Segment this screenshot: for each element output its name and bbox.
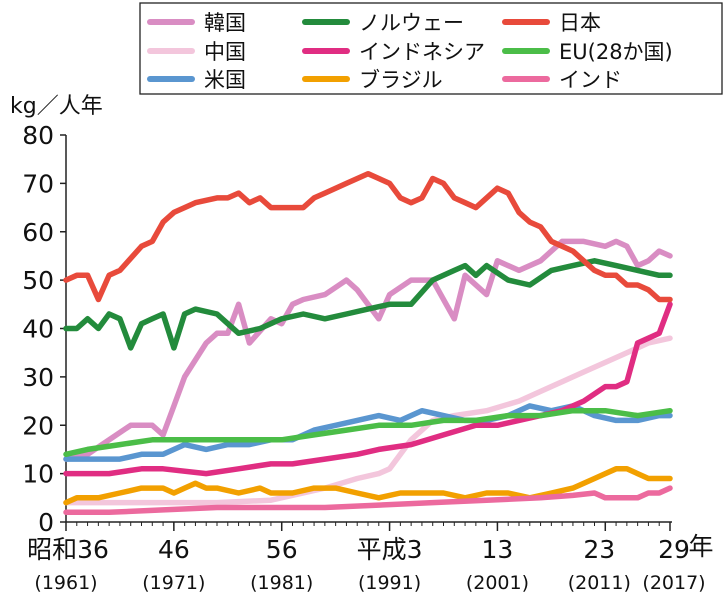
y-tick-label: 0 <box>38 508 54 537</box>
axes <box>65 135 672 523</box>
x-tick-label: 平成3 <box>357 535 423 564</box>
x-tick-year-label: (1981) <box>250 572 313 594</box>
x-tick-year-label: (2011) <box>568 572 631 594</box>
x-tick-year-label: (1971) <box>142 572 205 594</box>
legend-label: インド <box>559 68 622 92</box>
x-axis-unit-label: 年 <box>688 532 713 561</box>
legend-label: 米国 <box>204 68 246 92</box>
x-tick-label: 29 <box>658 535 690 564</box>
legend-label: ノルウェー <box>359 11 464 35</box>
y-tick-label: 30 <box>22 363 54 392</box>
series-line <box>63 407 673 458</box>
legend-label: EU(28か国) <box>559 40 673 64</box>
series-line <box>63 170 673 303</box>
y-axis-unit-label: kg／人年 <box>10 94 103 119</box>
y-ticks: 0 10 20 30 40 50 60 70 80 <box>22 121 66 537</box>
legend-label: 韓国 <box>204 11 246 35</box>
x-tick-year-label: (2001) <box>466 572 529 594</box>
x-tick-label: 46 <box>158 535 190 564</box>
legend-box <box>139 2 723 95</box>
y-tick-label: 70 <box>22 169 54 198</box>
series-line <box>63 258 673 351</box>
plot-lines <box>63 170 673 516</box>
y-tick-label: 50 <box>22 266 54 295</box>
y-tick-label: 80 <box>22 121 54 150</box>
series-line <box>63 238 673 462</box>
x-tick-label: 昭和36 <box>27 535 109 564</box>
series-line <box>63 485 673 516</box>
legend-label: 中国 <box>204 40 246 64</box>
x-tick-year-label: (1961) <box>34 572 97 594</box>
y-tick-label: 10 <box>22 460 54 489</box>
series-line <box>63 301 673 477</box>
legend-label: 日本 <box>559 11 601 35</box>
x-tick-year-label: (1991) <box>358 572 421 594</box>
x-ticks: 昭和36 (1961) 46 (1971) 56 (1981) 平成3 (1991) 13 (20… <box>27 522 706 594</box>
legend-label: ブラジル <box>359 68 443 92</box>
x-tick-label: 13 <box>482 535 514 564</box>
legend-label: インドネシア <box>359 40 485 64</box>
y-tick-label: 20 <box>22 411 54 440</box>
series-line <box>63 466 673 506</box>
y-tick-label: 40 <box>22 315 54 344</box>
x-tick-year-label: (2017) <box>642 572 705 594</box>
x-tick-label: 23 <box>583 535 615 564</box>
y-tick-label: 60 <box>22 218 54 247</box>
x-tick-label: 56 <box>266 535 298 564</box>
